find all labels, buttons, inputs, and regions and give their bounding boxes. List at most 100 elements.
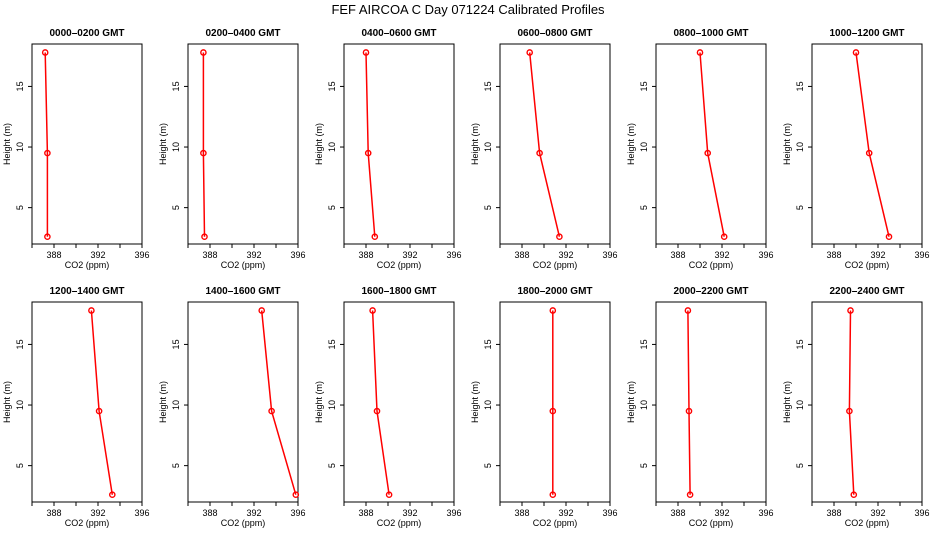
profile-line xyxy=(528,52,561,237)
profile-point xyxy=(201,233,208,241)
profile-point xyxy=(373,407,381,415)
y-tick-label: 10 xyxy=(327,142,337,152)
plot-frame xyxy=(31,43,143,245)
y-tick-label: 10 xyxy=(327,400,337,410)
y-axis-label: Height (m) xyxy=(470,381,480,423)
x-tick-label: 392 xyxy=(870,508,885,518)
plot-frame xyxy=(187,301,299,503)
y-tick-label: 10 xyxy=(795,400,805,410)
panel-title: 2000–2200 GMT xyxy=(673,286,748,297)
x-tick-label: 388 xyxy=(514,250,529,260)
panel-title: 1000–1200 GMT xyxy=(829,28,904,39)
x-tick-label: 388 xyxy=(514,508,529,518)
plot-frame xyxy=(655,43,767,245)
profile-point xyxy=(44,149,51,157)
panel-title: 1400–1600 GMT xyxy=(205,286,280,297)
profile-line xyxy=(371,310,390,495)
profile-point xyxy=(44,233,51,241)
y-axis-label: Height (m) xyxy=(782,381,792,423)
profile-point xyxy=(720,233,728,241)
x-tick-label: 388 xyxy=(670,508,685,518)
panel-title: 0400–0600 GMT xyxy=(361,28,436,39)
y-tick-label: 15 xyxy=(795,81,805,91)
profile-line xyxy=(365,52,376,237)
x-axis-label: CO2 (ppm) xyxy=(533,260,578,270)
profile-point xyxy=(549,407,557,415)
profile-line xyxy=(848,310,855,495)
y-tick-label: 10 xyxy=(15,400,25,410)
profile-point xyxy=(852,49,860,56)
y-tick-label: 15 xyxy=(639,81,649,91)
y-axis-label: Height (m) xyxy=(626,123,636,165)
profile-point xyxy=(385,491,393,499)
y-tick-label: 10 xyxy=(639,142,649,152)
profile-line xyxy=(44,52,49,237)
x-tick-label: 396 xyxy=(758,508,773,518)
panel-title: 0200–0400 GMT xyxy=(205,28,280,39)
plot-frame xyxy=(343,301,455,503)
x-tick-label: 396 xyxy=(914,250,929,260)
x-tick-label: 388 xyxy=(202,508,217,518)
profile-line xyxy=(855,52,890,237)
y-tick-label: 5 xyxy=(171,463,181,468)
y-axis-label: Height (m) xyxy=(314,381,324,423)
x-tick-label: 388 xyxy=(358,250,373,260)
y-axis-label: Height (m) xyxy=(2,123,12,165)
y-axis-label: Height (m) xyxy=(314,123,324,165)
y-axis-label: Height (m) xyxy=(158,381,168,423)
y-tick-label: 10 xyxy=(171,142,181,152)
y-tick-label: 10 xyxy=(483,142,493,152)
y-axis-label: Height (m) xyxy=(470,123,480,165)
y-tick-label: 15 xyxy=(795,339,805,349)
profile-point xyxy=(549,307,557,314)
panel-title: 1200–1400 GMT xyxy=(49,286,124,297)
x-tick-label: 396 xyxy=(290,508,305,518)
profile-point xyxy=(684,307,692,314)
x-tick-label: 392 xyxy=(714,508,729,518)
x-tick-label: 396 xyxy=(134,508,149,518)
plot-frame xyxy=(499,301,611,503)
y-tick-label: 15 xyxy=(483,81,493,91)
profile-point xyxy=(686,491,694,499)
profile-point xyxy=(268,407,275,415)
x-tick-label: 392 xyxy=(246,250,261,260)
plot-frame xyxy=(187,43,299,245)
panel-title: 1800–2000 GMT xyxy=(517,286,592,297)
y-tick-label: 15 xyxy=(171,81,181,91)
x-tick-label: 396 xyxy=(602,508,617,518)
profile-point xyxy=(526,49,534,56)
profile-line xyxy=(260,310,297,495)
y-tick-label: 5 xyxy=(15,463,25,468)
y-axis-label: Height (m) xyxy=(2,381,12,423)
x-tick-label: 392 xyxy=(558,508,573,518)
panel-title: 0800–1000 GMT xyxy=(673,28,748,39)
profile-line xyxy=(90,310,114,495)
y-tick-label: 5 xyxy=(483,463,493,468)
profile-point xyxy=(95,407,103,415)
profile-point xyxy=(847,307,854,314)
y-tick-label: 5 xyxy=(483,205,493,210)
x-axis-label: CO2 (ppm) xyxy=(845,260,890,270)
y-tick-label: 5 xyxy=(639,205,649,210)
x-tick-label: 388 xyxy=(46,508,61,518)
x-axis-label: CO2 (ppm) xyxy=(65,518,110,528)
x-axis-label: CO2 (ppm) xyxy=(221,260,266,270)
panel-title: 0000–0200 GMT xyxy=(49,28,124,39)
x-tick-label: 388 xyxy=(826,508,841,518)
y-tick-label: 15 xyxy=(483,339,493,349)
y-tick-label: 10 xyxy=(639,400,649,410)
x-tick-label: 388 xyxy=(826,250,841,260)
x-tick-label: 392 xyxy=(90,250,105,260)
x-tick-label: 392 xyxy=(246,508,261,518)
x-tick-label: 396 xyxy=(134,250,149,260)
x-tick-label: 388 xyxy=(358,508,373,518)
x-axis-label: CO2 (ppm) xyxy=(689,260,734,270)
y-tick-label: 15 xyxy=(327,81,337,91)
x-axis-label: CO2 (ppm) xyxy=(377,518,422,528)
profile-point xyxy=(865,149,873,157)
y-tick-label: 5 xyxy=(171,205,181,210)
x-tick-label: 396 xyxy=(914,508,929,518)
profile-point xyxy=(549,491,557,499)
x-axis-label: CO2 (ppm) xyxy=(845,518,890,528)
